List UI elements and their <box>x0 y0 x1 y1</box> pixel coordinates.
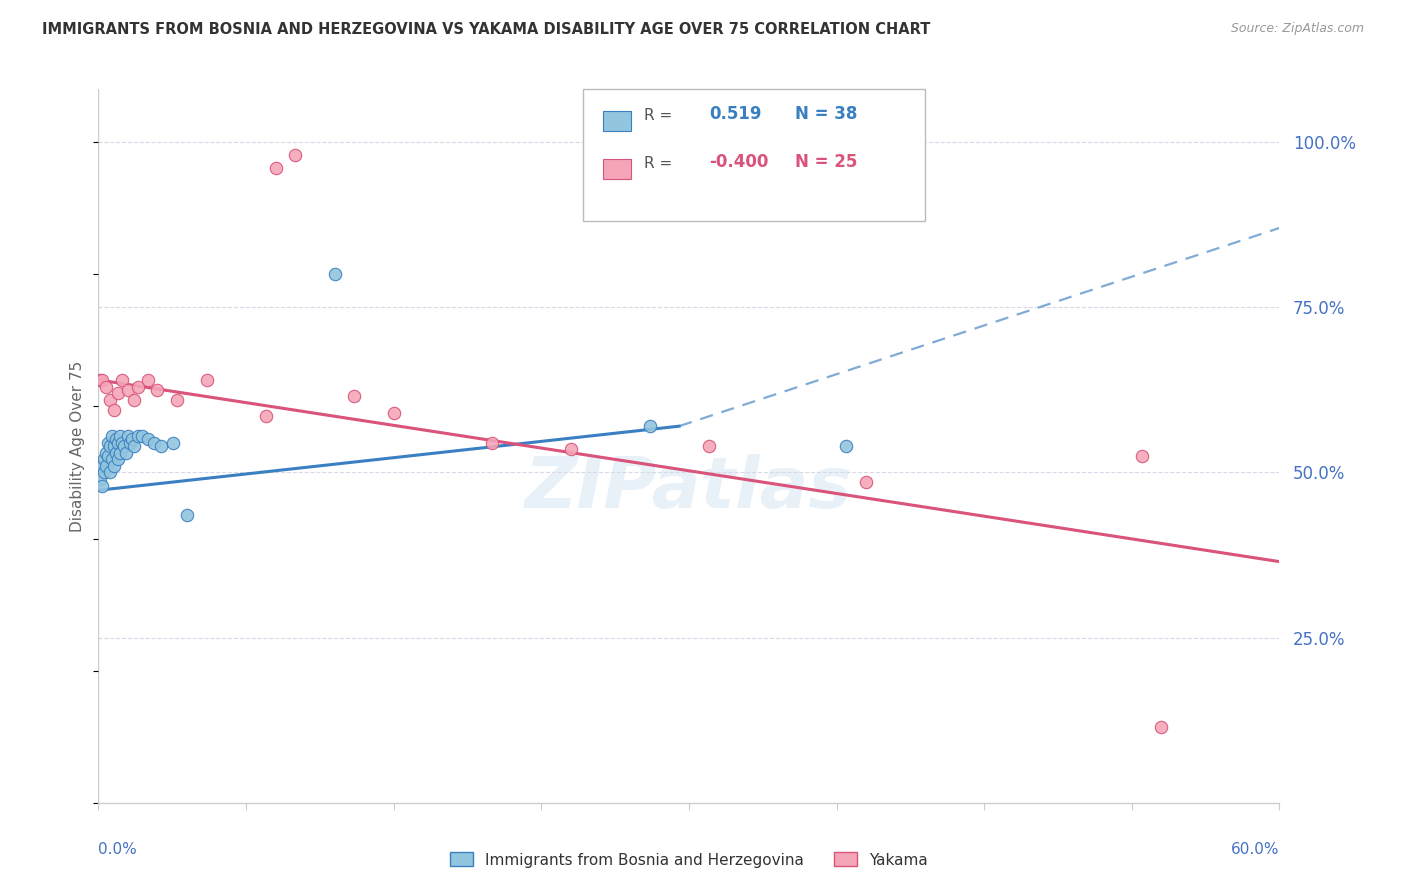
Point <box>103 458 125 473</box>
Point <box>195 373 218 387</box>
Point <box>136 433 159 447</box>
Text: 0.519: 0.519 <box>709 105 762 123</box>
Text: ZIPatlas: ZIPatlas <box>526 454 852 524</box>
Point <box>127 429 149 443</box>
Point <box>638 419 661 434</box>
Point <box>254 409 277 424</box>
Point <box>131 429 153 443</box>
Point <box>127 379 149 393</box>
Point <box>105 445 128 459</box>
Point <box>98 439 121 453</box>
Point <box>1130 449 1153 463</box>
Text: IMMIGRANTS FROM BOSNIA AND HERZEGOVINA VS YAKAMA DISABILITY AGE OVER 75 CORRELAT: IMMIGRANTS FROM BOSNIA AND HERZEGOVINA V… <box>42 22 931 37</box>
Text: R =: R = <box>644 109 672 123</box>
Point <box>115 445 138 459</box>
Point <box>118 435 141 450</box>
Point <box>117 429 139 443</box>
Point <box>146 383 169 397</box>
Point <box>481 435 503 450</box>
FancyBboxPatch shape <box>582 89 925 221</box>
Point <box>101 429 124 443</box>
Point <box>91 373 114 387</box>
Text: N = 25: N = 25 <box>796 153 858 171</box>
Point <box>89 373 111 387</box>
Point <box>176 508 198 523</box>
Point <box>105 433 128 447</box>
Point <box>107 435 129 450</box>
Point <box>93 452 115 467</box>
Text: 60.0%: 60.0% <box>1232 842 1279 857</box>
Point <box>93 466 115 480</box>
Point <box>111 435 134 450</box>
Point <box>91 478 114 492</box>
Point <box>97 449 120 463</box>
Text: 0.0%: 0.0% <box>98 842 138 857</box>
Point <box>101 452 124 467</box>
Point <box>560 442 582 457</box>
Point <box>108 429 131 443</box>
Y-axis label: Disability Age Over 75: Disability Age Over 75 <box>70 360 86 532</box>
Point <box>112 439 135 453</box>
Point <box>107 452 129 467</box>
Point <box>96 458 118 473</box>
Point <box>103 402 125 417</box>
Point <box>284 148 307 162</box>
Point <box>96 379 118 393</box>
Legend: Immigrants from Bosnia and Herzegovina, Yakama: Immigrants from Bosnia and Herzegovina, … <box>444 847 934 873</box>
Point <box>166 392 188 407</box>
Point <box>108 445 131 459</box>
Point <box>1150 720 1173 734</box>
Point <box>89 472 111 486</box>
Point <box>855 475 877 490</box>
FancyBboxPatch shape <box>603 159 631 179</box>
FancyBboxPatch shape <box>603 111 631 131</box>
Point <box>122 392 145 407</box>
Point <box>697 439 720 453</box>
Text: -0.400: -0.400 <box>709 153 769 171</box>
Text: N = 38: N = 38 <box>796 105 858 123</box>
Point <box>107 386 129 401</box>
Point <box>91 458 114 473</box>
Point <box>382 406 405 420</box>
Point <box>97 435 120 450</box>
Point <box>343 389 366 403</box>
Point <box>122 439 145 453</box>
Text: R =: R = <box>644 156 672 171</box>
Point <box>835 439 858 453</box>
Point <box>264 161 287 176</box>
Point <box>162 435 184 450</box>
Point <box>323 267 346 281</box>
Point <box>111 373 134 387</box>
Point <box>136 373 159 387</box>
Point <box>142 435 165 450</box>
Point <box>121 433 143 447</box>
Point <box>96 445 118 459</box>
Point <box>98 466 121 480</box>
Text: Source: ZipAtlas.com: Source: ZipAtlas.com <box>1230 22 1364 36</box>
Point <box>150 439 173 453</box>
Point <box>98 392 121 407</box>
Point <box>117 383 139 397</box>
Point <box>103 439 125 453</box>
